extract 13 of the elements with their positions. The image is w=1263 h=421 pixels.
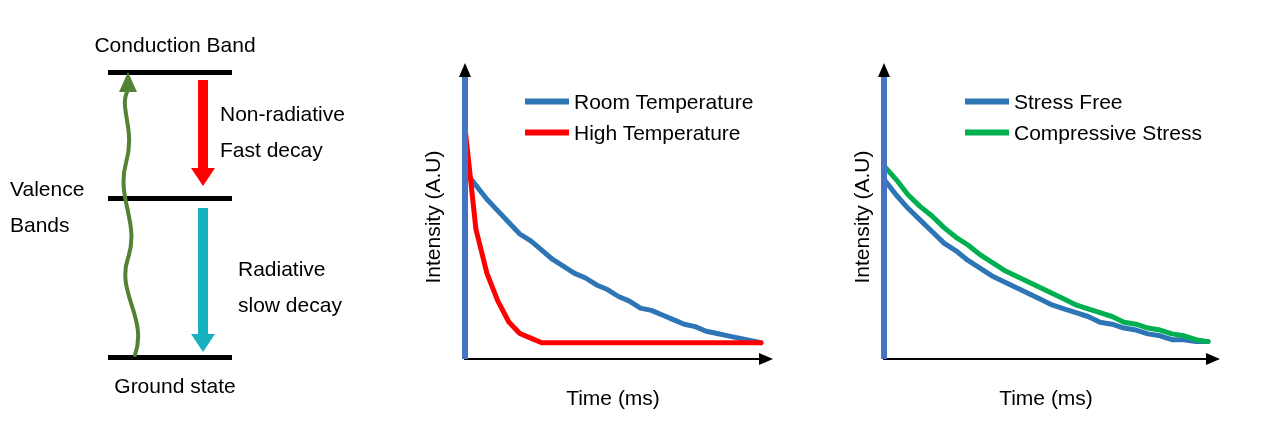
x-axis-title: Time (ms) — [566, 386, 660, 409]
x-axis-title: Time (ms) — [999, 386, 1093, 409]
legend-label: Room Temperature — [574, 90, 754, 113]
legend-label: High Temperature — [574, 121, 741, 144]
y-axis-title: Intensity (A.U) — [421, 150, 444, 284]
text: Ground state — [114, 374, 236, 397]
text: Conduction Band — [94, 33, 256, 56]
legend-label: Compressive Stress — [1014, 121, 1202, 144]
y-axis-title: Intensity (A.U) — [850, 150, 873, 284]
text: Non-radiative Fast decay — [220, 102, 345, 161]
text: Valence Bands — [10, 177, 85, 236]
text: Radiative slow decay — [238, 257, 343, 316]
legend-label: Stress Free — [1014, 90, 1123, 113]
